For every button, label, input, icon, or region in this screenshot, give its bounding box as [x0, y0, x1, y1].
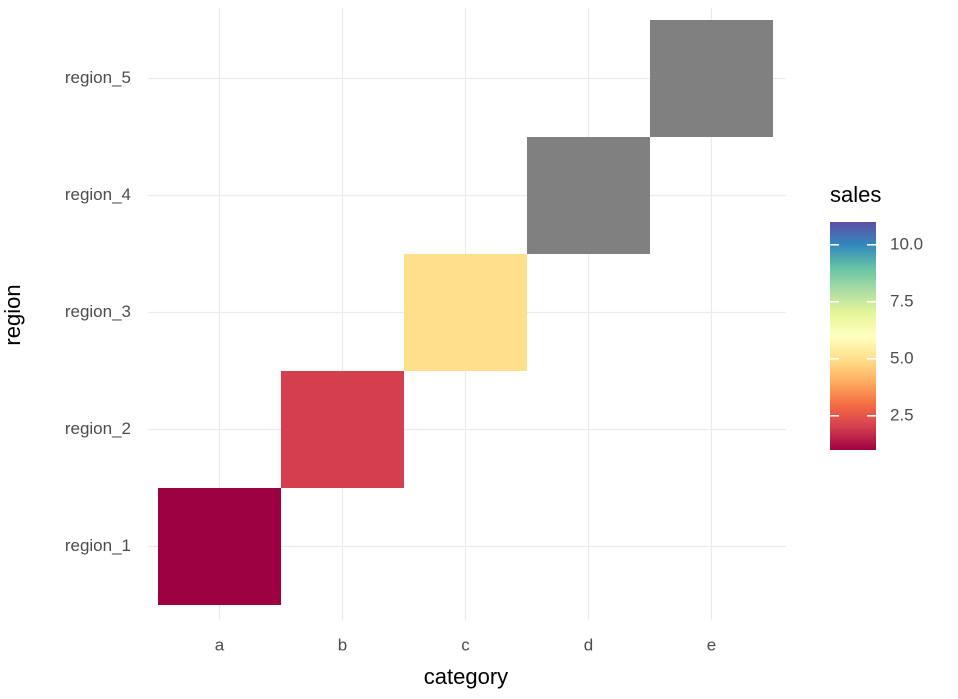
heatmap-cell: [158, 488, 281, 605]
legend-tick-label: 7.5: [890, 291, 914, 310]
heatmap-cell: [650, 20, 773, 137]
y-tick-label: region_5: [65, 68, 131, 87]
x-tick-label: c: [461, 635, 470, 654]
x-tick-label: a: [215, 635, 225, 654]
legend-title: sales: [830, 182, 881, 207]
legend-tick-label: 5.0: [890, 348, 914, 367]
heatmap-cell: [527, 137, 650, 254]
y-tick-label: region_1: [65, 536, 131, 555]
legend-tick-label: 10.0: [890, 234, 923, 253]
x-tick-label: d: [584, 635, 593, 654]
y-axis-title: region: [0, 284, 25, 345]
x-tick-label: e: [707, 635, 716, 654]
heatmap-cell: [404, 254, 527, 371]
x-tick-label: b: [338, 635, 347, 654]
y-tick-label: region_2: [65, 419, 131, 438]
y-tick-label: region_4: [65, 185, 131, 204]
colorbar: [830, 222, 876, 450]
x-axis-title: category: [424, 664, 508, 689]
heatmap-cell: [281, 371, 404, 488]
legend-tick-label: 2.5: [890, 405, 914, 424]
y-tick-label: region_3: [65, 302, 131, 321]
